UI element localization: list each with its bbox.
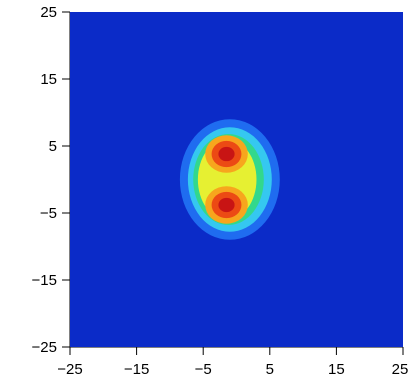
y-tick-label: −5 — [40, 205, 57, 222]
x-tick-label: −15 — [124, 361, 149, 378]
x-tick-label: −25 — [57, 361, 82, 378]
y-tick-label: 15 — [40, 71, 57, 88]
peak-1-band-3 — [218, 146, 235, 162]
y-tick-label: 5 — [49, 138, 57, 155]
x-tick-label: −5 — [195, 361, 212, 378]
y-axis: 25 15 5 −5 −15 −25 — [32, 4, 71, 356]
y-tick-label: 25 — [40, 4, 57, 21]
y-tick-label: −15 — [32, 272, 57, 289]
x-tick-label: 25 — [392, 361, 409, 378]
y-tick-label: −25 — [32, 339, 57, 356]
x-tick-label: 5 — [266, 361, 274, 378]
peak-2-band-3 — [218, 197, 235, 213]
plot-area — [70, 12, 403, 347]
x-tick-label: 15 — [328, 361, 345, 378]
x-axis: −25 −15 −5 5 15 25 — [57, 346, 409, 378]
